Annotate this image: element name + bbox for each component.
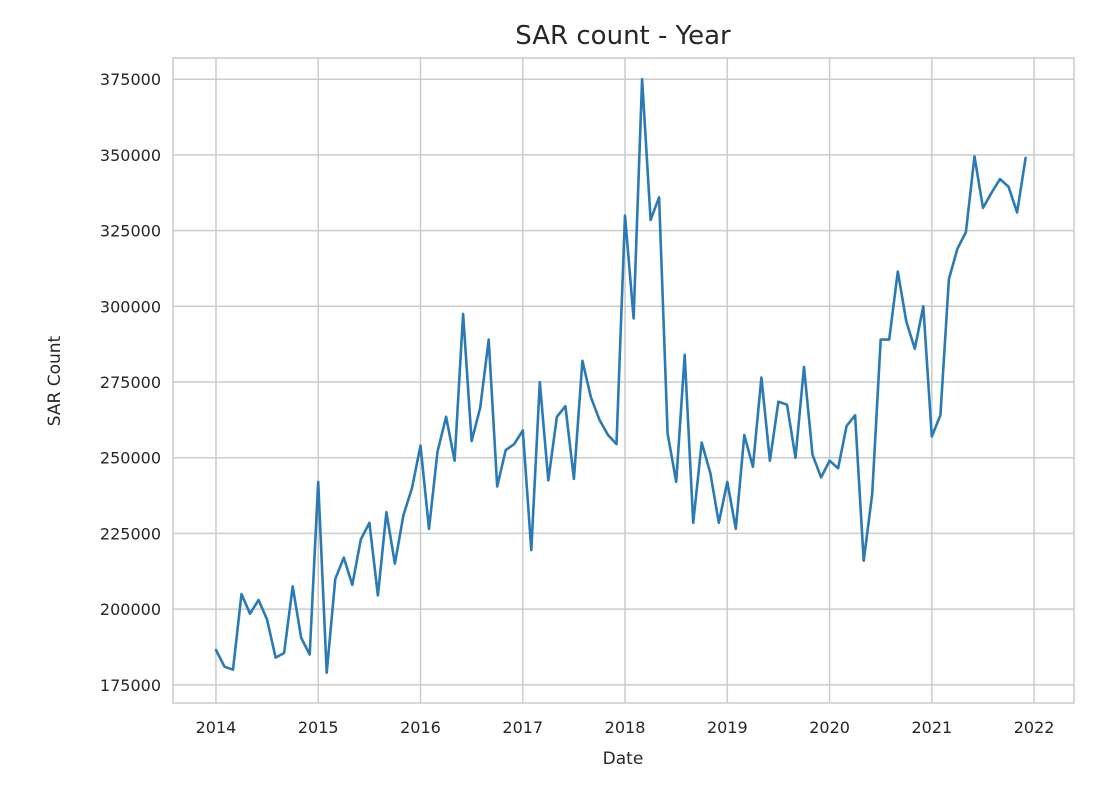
x-tick-label: 2015 [298, 718, 339, 737]
plot-area-frame [172, 57, 1075, 704]
y-tick-label: 175000 [100, 676, 161, 695]
y-axis-label: SAR Count [45, 335, 65, 426]
y-tick-label: 300000 [100, 297, 161, 316]
x-tick-label: 2019 [707, 718, 748, 737]
series-line [214, 77, 1027, 675]
chart-title: SAR count - Year [515, 21, 731, 51]
tick-labels: 2014 2015 2016 2017 2018 2019 2020 2021 2022 1750… [100, 70, 1055, 737]
y-tick-label: 250000 [100, 449, 161, 468]
y-tick-label: 325000 [100, 222, 161, 241]
x-tick-label: 2017 [502, 718, 543, 737]
y-tick-label: 375000 [100, 70, 161, 89]
x-tick-label: 2022 [1014, 718, 1055, 737]
x-tick-label: 2021 [911, 718, 952, 737]
x-axis-label: Date [603, 749, 644, 769]
y-tick-label: 200000 [100, 600, 161, 619]
series-layer [214, 77, 1027, 675]
x-tick-label: 2014 [196, 718, 237, 737]
x-tick-label: 2020 [809, 718, 850, 737]
y-tick-label: 350000 [100, 146, 161, 165]
x-tick-label: 2018 [605, 718, 646, 737]
grid [173, 58, 1074, 703]
y-tick-label: 275000 [100, 373, 161, 392]
x-tick-label: 2016 [400, 718, 441, 737]
y-tick-label: 225000 [100, 524, 161, 543]
